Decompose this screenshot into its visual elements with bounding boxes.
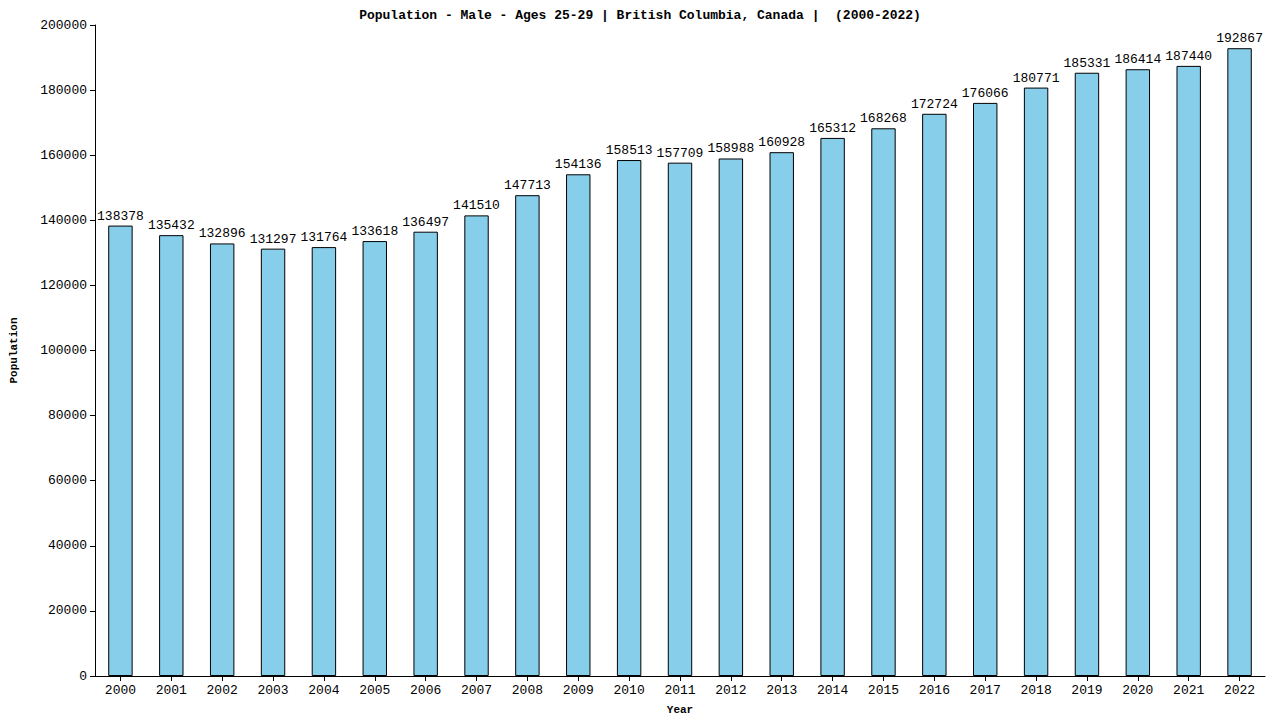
svg-text:185331: 185331: [1064, 56, 1111, 71]
svg-text:60000: 60000: [48, 473, 87, 488]
svg-text:120000: 120000: [40, 278, 87, 293]
svg-text:2015: 2015: [868, 683, 899, 698]
svg-text:2010: 2010: [614, 683, 645, 698]
svg-text:80000: 80000: [48, 408, 87, 423]
svg-text:Year: Year: [667, 704, 693, 716]
svg-text:Population: Population: [8, 317, 20, 383]
svg-text:Population - Male - Ages 25-29: Population - Male - Ages 25-29 | British…: [359, 8, 921, 23]
svg-text:0: 0: [79, 669, 87, 684]
svg-text:20000: 20000: [48, 603, 87, 618]
svg-text:2012: 2012: [715, 683, 746, 698]
svg-text:2000: 2000: [105, 683, 136, 698]
svg-text:180000: 180000: [40, 83, 87, 98]
svg-text:154136: 154136: [555, 157, 602, 172]
svg-text:180771: 180771: [1013, 71, 1060, 86]
svg-text:135432: 135432: [148, 218, 195, 233]
svg-text:176066: 176066: [962, 86, 1009, 101]
svg-text:2001: 2001: [156, 683, 187, 698]
svg-text:2008: 2008: [512, 683, 543, 698]
svg-text:141510: 141510: [453, 198, 500, 213]
svg-text:2003: 2003: [257, 683, 288, 698]
svg-text:100000: 100000: [40, 343, 87, 358]
svg-text:2016: 2016: [919, 683, 950, 698]
svg-text:131764: 131764: [301, 230, 348, 245]
svg-text:2021: 2021: [1173, 683, 1204, 698]
svg-text:138378: 138378: [97, 209, 144, 224]
svg-text:2005: 2005: [359, 683, 390, 698]
svg-text:157709: 157709: [657, 146, 704, 161]
svg-text:2009: 2009: [563, 683, 594, 698]
svg-text:133618: 133618: [351, 224, 398, 239]
svg-text:2014: 2014: [817, 683, 848, 698]
svg-text:2019: 2019: [1071, 683, 1102, 698]
svg-text:2022: 2022: [1224, 683, 1255, 698]
svg-text:2017: 2017: [970, 683, 1001, 698]
svg-text:2011: 2011: [664, 683, 695, 698]
svg-text:172724: 172724: [911, 97, 958, 112]
svg-text:136497: 136497: [402, 215, 449, 230]
svg-text:2004: 2004: [308, 683, 339, 698]
svg-text:2018: 2018: [1020, 683, 1051, 698]
svg-text:158988: 158988: [707, 141, 754, 156]
svg-text:187440: 187440: [1165, 49, 1212, 64]
svg-text:186414: 186414: [1114, 52, 1161, 67]
svg-text:132896: 132896: [199, 226, 246, 241]
svg-text:160000: 160000: [40, 148, 87, 163]
svg-text:2020: 2020: [1122, 683, 1153, 698]
svg-text:40000: 40000: [48, 538, 87, 553]
svg-text:168268: 168268: [860, 111, 907, 126]
svg-text:200000: 200000: [40, 18, 87, 33]
svg-text:165312: 165312: [809, 121, 856, 136]
svg-text:131297: 131297: [250, 232, 297, 247]
svg-text:2007: 2007: [461, 683, 492, 698]
svg-text:160928: 160928: [758, 135, 805, 150]
svg-text:2006: 2006: [410, 683, 441, 698]
svg-text:140000: 140000: [40, 213, 87, 228]
svg-text:2002: 2002: [207, 683, 238, 698]
svg-text:192867: 192867: [1216, 31, 1263, 46]
svg-text:147713: 147713: [504, 178, 551, 193]
svg-text:158513: 158513: [606, 143, 653, 158]
svg-text:2013: 2013: [766, 683, 797, 698]
